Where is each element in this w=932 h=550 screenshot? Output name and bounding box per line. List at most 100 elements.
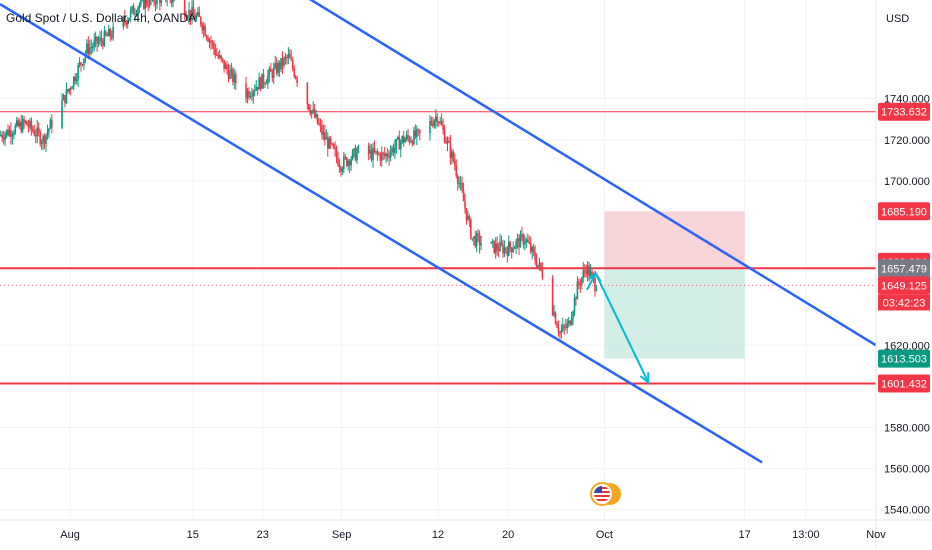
candle-body <box>373 148 376 153</box>
candle-body <box>262 73 265 84</box>
candle-body <box>356 151 358 161</box>
candle-body <box>131 6 133 11</box>
candle-body <box>540 262 542 270</box>
us-flag-events-icon[interactable] <box>590 482 621 506</box>
candle-body <box>534 252 536 261</box>
candle-body <box>283 57 285 66</box>
candle-body <box>48 128 50 132</box>
take-profit-zone <box>604 268 745 359</box>
currency-label[interactable]: USD <box>886 13 909 25</box>
candle-body <box>313 109 316 118</box>
candle-body <box>230 69 233 72</box>
candle-body <box>286 57 288 59</box>
candle-body <box>586 265 589 275</box>
candle-body <box>462 190 465 202</box>
candle-body <box>18 122 21 127</box>
candle-body <box>512 248 514 252</box>
candle-body <box>509 241 512 248</box>
candle-body <box>433 120 436 126</box>
candle-body <box>261 73 263 89</box>
candle-body <box>74 76 76 81</box>
candle-body <box>443 129 446 143</box>
candle-body <box>337 157 339 166</box>
candle-body <box>208 40 211 42</box>
candle-body <box>452 151 455 161</box>
candle-body <box>251 95 253 97</box>
candle-body <box>294 76 297 79</box>
candle-body <box>140 0 142 5</box>
candle-body <box>64 95 66 103</box>
price-tick-label: 1620.000 <box>884 340 930 352</box>
price-badge-label: 1685.190 <box>881 206 927 218</box>
candle-body <box>335 149 338 158</box>
candle-body <box>531 247 533 252</box>
candle-body <box>27 125 30 128</box>
candle-body <box>569 320 571 325</box>
candle-body <box>8 129 11 136</box>
candle-body <box>392 147 395 153</box>
candle-body <box>572 311 574 319</box>
candle-body <box>564 326 567 328</box>
candle-body <box>23 119 25 123</box>
candle-body <box>338 165 341 168</box>
candle-body <box>566 323 569 328</box>
candle-body <box>405 134 408 140</box>
candle-body <box>173 0 176 1</box>
price-badge: 1613.503 <box>878 349 930 368</box>
candle-body <box>418 130 421 134</box>
candle-body <box>573 297 576 312</box>
candle-body <box>86 43 88 54</box>
candle-body <box>496 243 498 250</box>
candle-body <box>440 121 443 126</box>
candle-body <box>88 47 91 54</box>
candle-body <box>370 150 373 160</box>
candle-body <box>144 0 147 9</box>
candle-body <box>226 64 228 70</box>
candle-body <box>137 7 139 15</box>
candle-body <box>560 330 563 333</box>
channel-line <box>308 0 877 347</box>
candle-body <box>525 239 528 242</box>
candle-body <box>529 243 532 252</box>
candle-body <box>138 4 141 8</box>
candle-body <box>357 146 360 152</box>
candle-body <box>518 238 520 248</box>
candle-body <box>21 119 24 132</box>
candle-body <box>404 139 406 143</box>
candle-body <box>432 124 434 126</box>
candle-body <box>33 130 36 136</box>
price-badge-bg <box>878 374 930 393</box>
candle-body <box>258 77 260 90</box>
candle-body <box>347 160 350 166</box>
candle-body <box>437 122 440 124</box>
candle-body <box>107 29 110 37</box>
price-badge-label: 1601.432 <box>881 378 927 390</box>
candle-body <box>344 156 347 158</box>
candle-body <box>198 12 201 17</box>
candle-body <box>579 284 582 286</box>
candle-body <box>296 78 298 83</box>
candle-body <box>49 119 52 129</box>
candle-body <box>210 40 212 43</box>
candle-body <box>468 216 471 220</box>
projection-arrow <box>586 271 650 385</box>
candle-body <box>37 127 40 133</box>
candle-body <box>112 27 114 38</box>
candle-body <box>467 216 469 220</box>
candle-body <box>350 159 352 166</box>
candle-body <box>274 63 277 68</box>
candle-body <box>385 153 387 157</box>
candle-body <box>77 65 79 80</box>
candle-body <box>513 247 516 249</box>
candle-body <box>281 57 284 66</box>
candle-body <box>375 151 377 153</box>
candle-body <box>322 132 325 135</box>
candle-body <box>372 148 374 160</box>
candle-body <box>218 55 221 58</box>
candle-body <box>310 110 313 114</box>
candle-body <box>581 277 583 286</box>
candle-body <box>4 134 6 140</box>
candle-body <box>505 247 507 251</box>
